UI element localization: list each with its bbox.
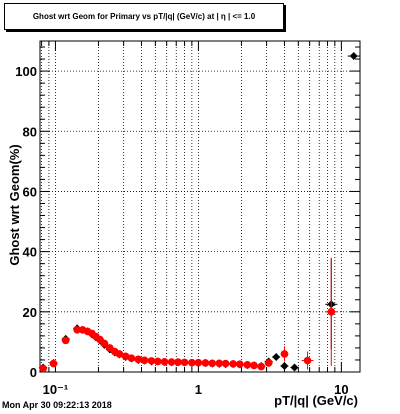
- data-point-red: [100, 339, 109, 348]
- data-point-red: [257, 362, 266, 371]
- timestamp: Mon Apr 30 09:22:13 2018: [2, 400, 112, 410]
- y-tick-label: 40: [23, 245, 37, 260]
- y-tick-label: 100: [15, 64, 37, 79]
- y-tick-label: 80: [23, 124, 37, 139]
- data-point-red: [243, 360, 252, 369]
- chart-title: Ghost wrt Geom for Primary vs pT/|q| (Ge…: [4, 3, 284, 30]
- data-point-red: [174, 358, 182, 366]
- x-tick-label: 1: [195, 382, 202, 397]
- data-point-red: [250, 361, 258, 370]
- data-point-red: [127, 354, 136, 362]
- data-point-red: [201, 359, 210, 367]
- data-point-red: [140, 356, 149, 365]
- data-point-red: [134, 355, 143, 364]
- data-point-red: [39, 364, 47, 373]
- data-point-red: [221, 359, 230, 368]
- data-point-red: [215, 359, 224, 368]
- data-point-red: [49, 359, 58, 368]
- data-point-red: [61, 336, 70, 345]
- data-point-red: [303, 356, 312, 365]
- data-point-red: [160, 357, 169, 366]
- data-point-red: [147, 357, 156, 365]
- data-point-red: [229, 360, 237, 368]
- axes: 0 20 40 60 80 100 10⁻¹ 1 10: [15, 41, 360, 397]
- plot-frame: [39, 40, 361, 373]
- data-point-red: [167, 358, 176, 366]
- x-axis-label: pT/|q| (GeV/c): [274, 393, 358, 408]
- data-point-red: [153, 357, 162, 366]
- x-tick-label: 10⁻¹: [43, 382, 69, 397]
- y-tick-label: 0: [30, 365, 37, 380]
- data-point-black: [272, 352, 281, 361]
- data-point-red: [115, 350, 124, 358]
- data-point-red: [236, 360, 244, 368]
- data-point-red: [280, 350, 289, 358]
- data-point-red: [264, 359, 273, 367]
- data-point-black: [290, 363, 299, 372]
- y-tick-label: 20: [23, 305, 37, 320]
- data-marks: [39, 52, 360, 373]
- data-point-red: [208, 359, 217, 368]
- x-tick-label: 10: [334, 382, 348, 397]
- data-point-red: [188, 358, 196, 367]
- grid: [40, 41, 360, 372]
- y-tick-label: 60: [23, 184, 37, 199]
- data-point-red: [194, 358, 203, 367]
- data-point-red: [327, 308, 336, 316]
- data-point-black: [349, 52, 358, 61]
- data-point-black: [280, 361, 289, 370]
- data-point-red: [180, 358, 189, 367]
- data-point-red: [73, 326, 81, 334]
- y-axis-label: Ghost wrt Geom(%): [7, 144, 22, 265]
